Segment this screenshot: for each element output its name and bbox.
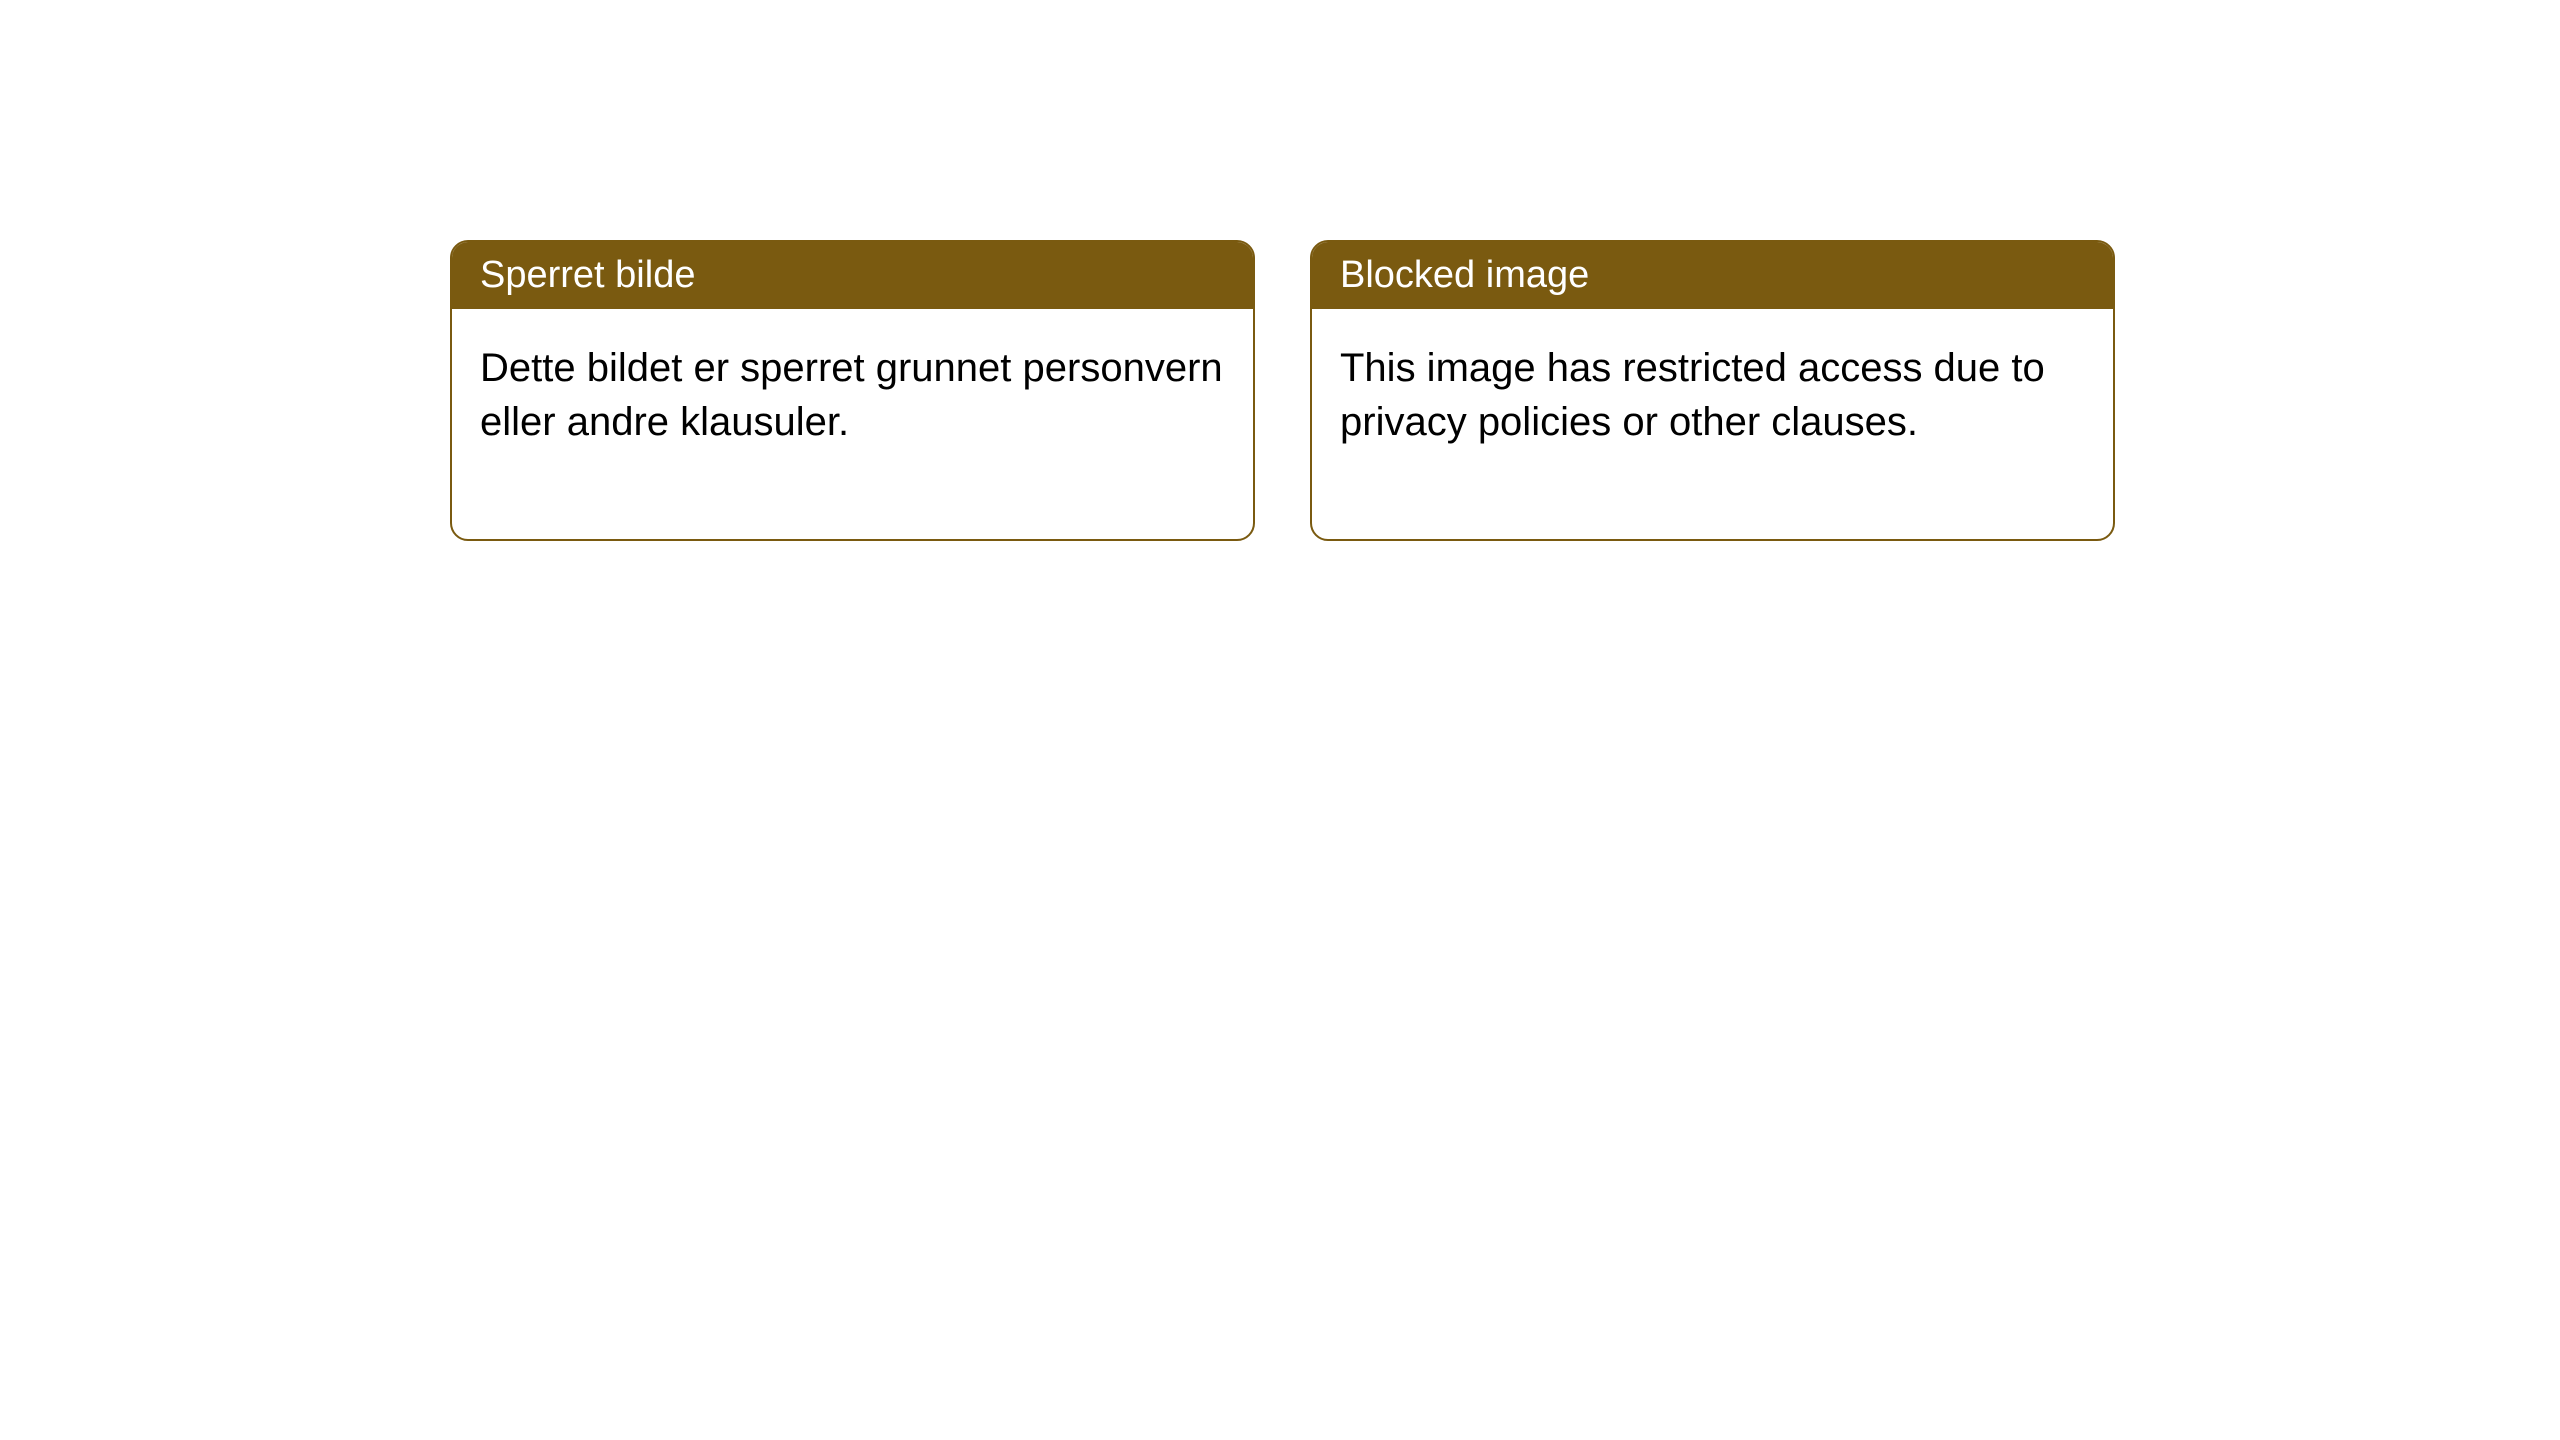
notice-card-header: Blocked image (1312, 242, 2113, 309)
notice-container: Sperret bilde Dette bildet er sperret gr… (450, 240, 2115, 541)
notice-card-norwegian: Sperret bilde Dette bildet er sperret gr… (450, 240, 1255, 541)
notice-card-header: Sperret bilde (452, 242, 1253, 309)
notice-body-text: Dette bildet er sperret grunnet personve… (480, 346, 1223, 444)
notice-card-body: This image has restricted access due to … (1312, 309, 2113, 539)
notice-body-text: This image has restricted access due to … (1340, 346, 2045, 444)
notice-card-body: Dette bildet er sperret grunnet personve… (452, 309, 1253, 539)
notice-title: Blocked image (1340, 254, 1589, 296)
notice-title: Sperret bilde (480, 254, 695, 296)
notice-card-english: Blocked image This image has restricted … (1310, 240, 2115, 541)
